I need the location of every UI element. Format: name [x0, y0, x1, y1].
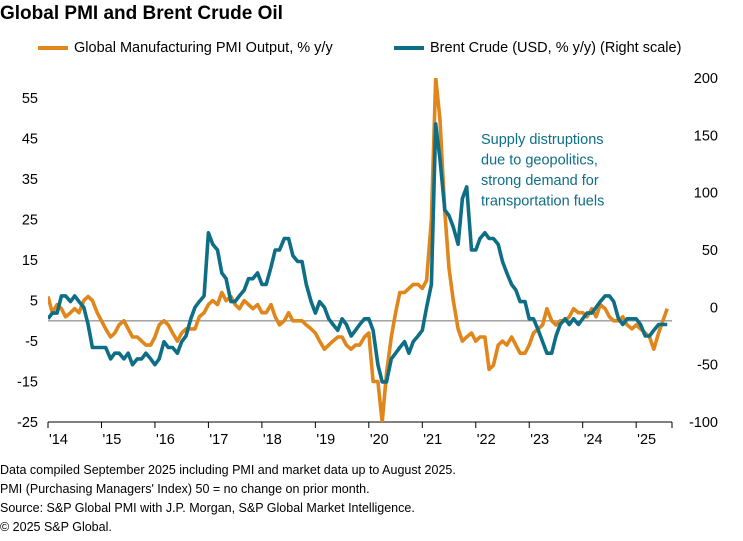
footer-line: Data compiled September 2025 including P…: [0, 463, 456, 477]
footer-line: © 2025 S&P Global.: [0, 520, 112, 534]
y-left-tick-label: 55: [22, 91, 38, 107]
series-line-pmi: [48, 78, 669, 422]
y-right-tick-label: 100: [694, 186, 718, 202]
annotation-line: transportation fuels: [481, 194, 604, 210]
x-tick-label: '23: [530, 432, 549, 448]
y-left-tick-label: 25: [22, 213, 38, 229]
y-right-tick-label: 150: [694, 128, 718, 144]
x-tick-label: '19: [316, 432, 335, 448]
y-right-tick-label: 0: [710, 300, 718, 316]
y-left-tick-label: -5: [25, 334, 38, 350]
annotation-line: Supply distruptions: [481, 132, 604, 148]
series-line-brent: [48, 122, 668, 384]
x-tick-label: '24: [584, 432, 603, 448]
y-left-tick-label: -15: [17, 375, 38, 391]
legend-swatch-pmi: [38, 46, 68, 50]
y-right-tick-label: -50: [697, 358, 718, 374]
chart-footer: Data compiled September 2025 including P…: [0, 461, 456, 537]
chart-title: Global PMI and Brent Crude Oil: [0, 3, 283, 24]
footer-line: Source: S&P Global PMI with J.P. Morgan,…: [0, 501, 415, 515]
x-tick-label: '25: [637, 432, 656, 448]
legend-swatch-brent: [394, 46, 424, 50]
annotation-line: strong demand for: [481, 173, 599, 189]
footer-line: PMI (Purchasing Managers' Index) 50 = no…: [0, 482, 370, 496]
legend-item-brent: Brent Crude (USD, % y/y) (Right scale): [394, 40, 681, 56]
y-left-tick-label: 45: [22, 132, 38, 148]
legend-label-pmi: Global Manufacturing PMI Output, % y/y: [74, 40, 333, 56]
annotation: Supply distruptions due to geopolitics, st…: [481, 132, 604, 210]
y-left-tick-label: 15: [22, 253, 38, 269]
x-tick-label: '16: [156, 432, 175, 448]
x-tick-label: '20: [370, 432, 389, 448]
x-tick-label: '15: [102, 432, 121, 448]
y-right-tick-label: 200: [694, 71, 718, 87]
legend-item-pmi: Global Manufacturing PMI Output, % y/y: [38, 40, 333, 56]
y-right-tick-label: 50: [702, 243, 718, 259]
x-tick-label: '14: [49, 432, 68, 448]
legend-label-brent: Brent Crude (USD, % y/y) (Right scale): [430, 40, 682, 56]
y-left-tick-label: 35: [22, 172, 38, 188]
x-tick-label: '21: [423, 432, 442, 448]
x-tick-label: '22: [477, 432, 496, 448]
y-right-tick-label: -100: [689, 415, 718, 431]
y-left-tick-label: -25: [17, 415, 38, 431]
x-tick-label: '18: [263, 432, 282, 448]
y-left-tick-label: 5: [30, 294, 38, 310]
x-tick-label: '17: [209, 432, 228, 448]
annotation-line: due to geopolitics,: [481, 153, 598, 169]
